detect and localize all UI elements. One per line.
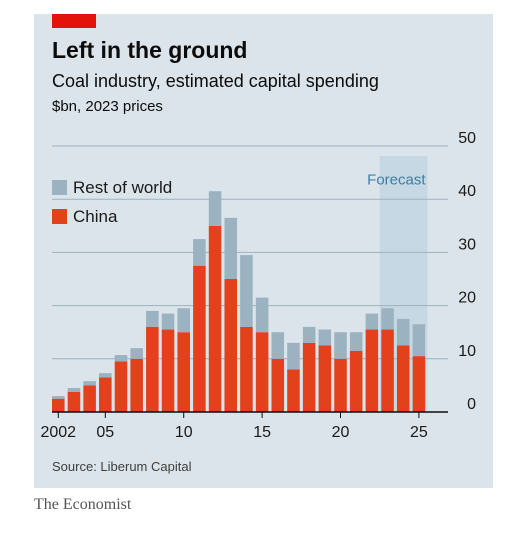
bar-rest-of-world — [412, 324, 426, 357]
bar-china — [52, 398, 65, 412]
bar-china — [255, 332, 269, 412]
bar-rest-of-world — [130, 348, 143, 359]
y-tick-label: 20 — [458, 290, 476, 307]
bar-rest-of-world — [365, 313, 379, 330]
bar-china — [396, 345, 410, 412]
bar-china — [224, 279, 238, 412]
legend-label: Rest of world — [73, 178, 172, 197]
bar-china — [67, 391, 81, 412]
bar-rest-of-world — [52, 396, 65, 399]
legend-swatch — [52, 180, 67, 195]
bar-rest-of-world — [193, 239, 206, 266]
bar-china — [271, 358, 285, 412]
bar-rest-of-world — [349, 332, 363, 351]
bar-china — [146, 326, 159, 412]
bar-china — [130, 358, 143, 412]
bar-china — [302, 342, 316, 412]
bar-china — [193, 265, 206, 412]
bar-rest-of-world — [271, 332, 285, 359]
bar-china — [161, 329, 175, 412]
bar-rest-of-world — [161, 313, 175, 330]
bar-china — [287, 369, 300, 412]
chart-subtitle: Coal industry, estimated capital spendin… — [52, 71, 379, 91]
bar-rest-of-world — [240, 255, 253, 327]
bar-china — [240, 326, 253, 412]
x-tick-label: 2002 — [40, 424, 76, 441]
bar-rest-of-world — [224, 217, 238, 279]
bar-rest-of-world — [177, 308, 190, 333]
bar-china — [99, 377, 112, 412]
x-tick-label: 10 — [175, 424, 193, 441]
x-tick-label: 15 — [253, 424, 271, 441]
bar-rest-of-world — [381, 308, 394, 330]
y-tick-label: 40 — [458, 183, 476, 200]
bar-rest-of-world — [83, 381, 96, 386]
bar-rest-of-world — [396, 318, 410, 346]
y-tick-label: 10 — [458, 343, 476, 360]
legend-swatch — [52, 209, 67, 224]
bar-rest-of-world — [255, 297, 269, 333]
publisher-brand: The Economist — [34, 496, 132, 513]
bar-china — [381, 329, 394, 412]
brand-red-tag — [52, 14, 96, 28]
legend-label: China — [73, 207, 118, 226]
bar-rest-of-world — [208, 191, 222, 226]
forecast-label: Forecast — [367, 172, 426, 189]
y-tick-label: 50 — [458, 130, 476, 147]
y-tick-label: 30 — [458, 236, 476, 253]
bar-china — [412, 356, 426, 412]
x-tick-label: 20 — [332, 424, 350, 441]
bar-rest-of-world — [67, 388, 81, 392]
bar-rest-of-world — [114, 355, 128, 362]
bar-china — [334, 358, 347, 412]
bar-rest-of-world — [146, 310, 159, 327]
bar-rest-of-world — [99, 373, 112, 378]
bar-china — [349, 350, 363, 412]
chart-units: $bn, 2023 prices — [52, 98, 163, 115]
bar-china — [83, 385, 96, 412]
bar-china — [318, 345, 332, 412]
source-note: Source: Liberum Capital — [52, 459, 192, 474]
bar-rest-of-world — [287, 342, 300, 370]
bar-rest-of-world — [318, 329, 332, 346]
bar-china — [177, 332, 190, 412]
bar-china — [114, 361, 128, 412]
x-tick-label: 05 — [96, 424, 114, 441]
y-tick-label: 0 — [467, 396, 476, 413]
bar-china — [208, 225, 222, 412]
chart-title: Left in the ground — [52, 37, 248, 63]
bar-rest-of-world — [302, 326, 316, 343]
x-tick-label: 25 — [410, 424, 428, 441]
bar-rest-of-world — [334, 332, 347, 359]
bar-china — [365, 329, 379, 412]
